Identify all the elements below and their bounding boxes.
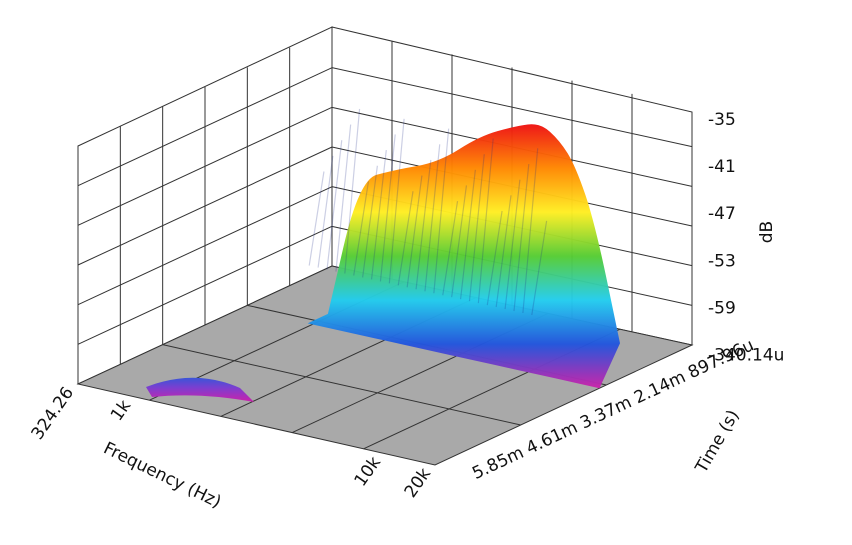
surface-streak [424,144,441,292]
surface-streak [495,195,512,308]
surface-streak [433,128,450,294]
z-tick-label: -47 [708,204,736,224]
y-tick-label: 3.37m [577,392,635,433]
z-tick-label: -41 [708,157,736,177]
x-tick-label: 324.26 [28,383,79,443]
z-tick-label: -59 [708,299,736,319]
front-ridge [146,377,254,402]
surface-streak [379,134,396,282]
surface-streak [477,138,494,304]
surface-streak [468,154,485,302]
surface-streak [362,165,378,278]
surface-streak [335,124,352,272]
surface-streak [370,150,387,280]
x-tick-label: 20k [401,464,436,501]
surface-streak [531,220,548,316]
surface-streak [353,181,370,276]
x-tick-label: 1k [107,396,135,425]
surface-streak [308,171,325,266]
x-tick-label: 10k [351,453,386,490]
y-tick-label: 4.61m [523,418,581,459]
z-tick-label: -340.14u [708,346,784,366]
surface-streak [415,159,432,290]
z-axis-ticks: -35 -41 -47 -53 -59 -340.14u [708,110,784,366]
surface-streak [513,163,530,312]
surface-streak [406,175,423,288]
z-tick-label: -53 [708,251,736,271]
surface-streak [522,148,539,314]
surface-streak [451,185,468,298]
surface-streak [397,191,414,286]
surface-streak [344,108,361,274]
spectrum-surface [146,108,620,402]
surface-streak [317,155,334,268]
z-axis-title: dB [757,221,777,243]
surface-streak [486,210,503,306]
surface-streak [442,201,459,296]
surface-streak [459,169,476,300]
surface-streak [388,118,405,284]
z-tick-label: -35 [708,110,736,130]
spectrum-surface-body [307,124,620,389]
x-axis-title: Frequency (Hz) [100,438,224,512]
y-tick-label: 2.14m [631,367,689,408]
surface-streak [326,140,343,270]
surface-streak [504,179,521,310]
y-axis-title: Time (s) [691,407,743,478]
y-tick-label: 5.85m [469,443,527,484]
